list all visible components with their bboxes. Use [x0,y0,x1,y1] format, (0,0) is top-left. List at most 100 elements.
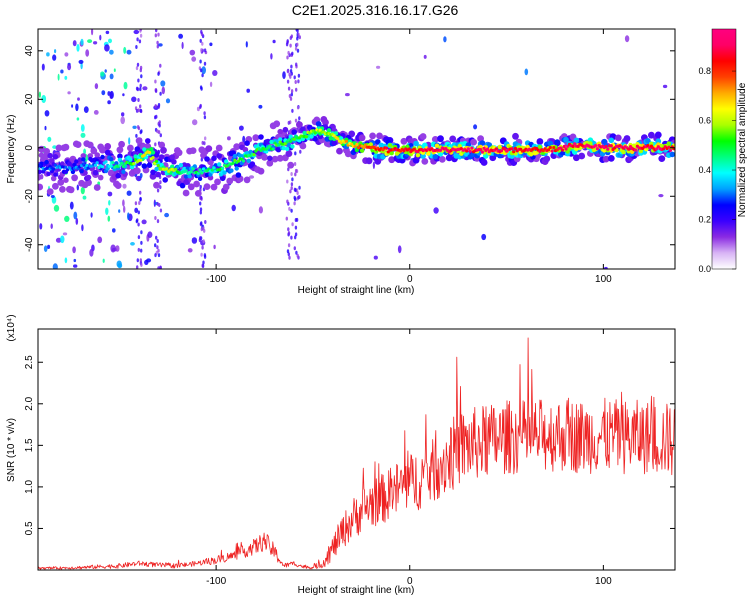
noise-mark [107,100,111,105]
ridge-mark [74,141,82,149]
ridge-mark [426,151,431,156]
streak-mark [157,104,161,109]
ridge-mark [149,147,154,152]
ridge-mark [154,159,159,163]
noise-mark [248,175,255,179]
ridge-mark [358,134,366,142]
ridge-mark [388,156,396,164]
noise-mark [97,236,103,244]
ridge-mark [312,136,318,142]
noise-mark [209,81,213,88]
ridge-mark [133,154,138,159]
streak-mark [291,51,294,56]
streak-mark [204,136,207,141]
ridge-mark [573,154,580,162]
noise-mark [397,245,402,254]
ridge-mark [52,182,59,190]
ridge-mark [249,161,256,167]
noise-mark [72,246,76,254]
streak-mark [290,208,293,213]
ridge-mark [182,189,190,197]
streak-mark [296,191,299,195]
streak-mark [285,216,288,221]
noise-mark [43,245,48,252]
noise-mark [115,245,120,252]
noise-mark [99,34,102,41]
ridge-mark [289,139,293,143]
streak-mark [288,206,291,211]
streak-mark [139,258,142,263]
noise-mark [272,39,276,44]
ridge-mark [669,151,675,158]
ridge-mark [286,143,292,148]
streak-mark [202,239,205,244]
ridge-mark [115,172,121,179]
ridge-mark [431,136,439,143]
noise-mark [89,248,94,257]
ridge-mark [276,143,281,147]
ridge-mark [154,166,159,172]
streak-mark [199,59,202,64]
ridge-mark [53,163,58,167]
ridge-mark [658,155,666,163]
ridge-mark [537,144,543,150]
ridge-mark [38,169,42,175]
noise-mark [108,38,112,44]
ridge-mark [156,163,160,168]
ridge-mark [100,154,105,160]
streak-mark [203,61,207,66]
noise-mark [76,184,80,191]
ridge-mark [302,130,307,136]
noise-mark [62,232,68,236]
spectrogram-marks [38,29,675,269]
ridge-mark [645,138,651,144]
ridge-mark [57,179,65,186]
ridge-mark [83,166,87,170]
ridge-mark [169,154,175,160]
ridge-mark [285,146,290,152]
noise-mark [80,38,84,46]
ridge-mark [38,152,45,158]
ridge-mark [237,153,243,158]
noise-mark [113,68,116,72]
noise-mark [67,63,72,71]
ridge-mark [52,154,59,160]
noise-mark [110,244,116,253]
noise-mark [60,69,64,74]
noise-mark [54,49,57,54]
ridge-mark [231,161,235,165]
noise-mark [104,44,110,52]
ridge-mark [266,159,274,167]
streak-mark [288,72,291,77]
ridge-mark [407,147,411,151]
ridge-mark [93,163,98,167]
ridge-mark [221,166,225,170]
ridge-mark [667,145,671,149]
ridge-mark [655,147,659,151]
ridge-mark [214,178,221,186]
streak-mark [287,227,290,232]
ridge-mark [38,183,44,191]
ridge-mark [121,169,126,174]
noise-mark [39,223,43,230]
streak-mark [140,74,143,79]
snr-x-ticks: -100 0 100 [206,329,612,587]
streak-mark [295,250,298,255]
noise-mark [165,98,171,104]
ridge-mark [60,161,65,166]
noise-mark [93,41,98,45]
streak-mark [287,243,291,248]
noise-mark [624,35,630,43]
noise-mark [423,54,427,59]
ridge-mark [328,136,333,141]
streak-mark [286,39,289,44]
streak-mark [294,80,297,84]
ridge-mark [120,161,124,165]
noise-mark [108,200,111,206]
ridge-mark [562,144,566,149]
ridge-mark [623,135,631,142]
noise-mark [105,30,110,35]
noise-mark [142,86,148,91]
streak-mark [137,78,140,83]
streak-mark [286,249,290,254]
